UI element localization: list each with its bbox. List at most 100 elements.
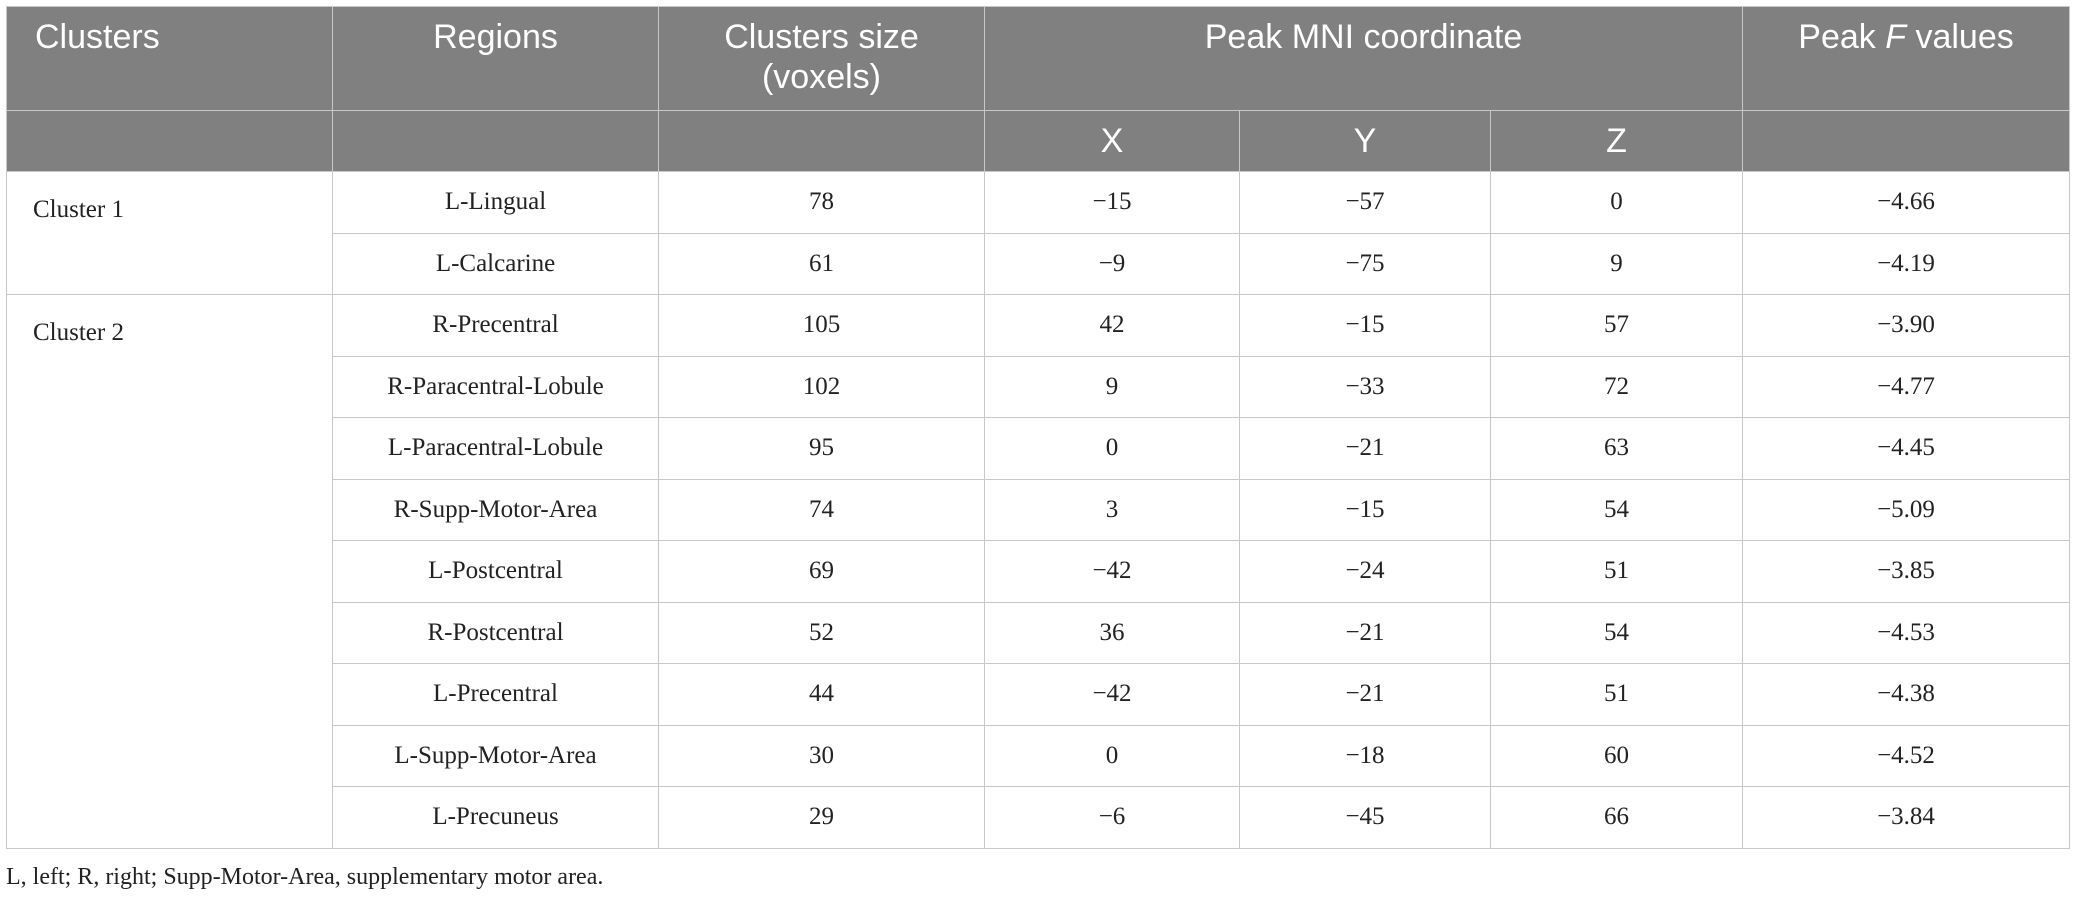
cell-z: 72 [1489, 356, 1744, 418]
cell-y: −15 [1239, 294, 1491, 357]
cell-peak-f: −4.38 [1742, 663, 2071, 726]
header-blank-3 [658, 110, 985, 172]
header-z: Z [1489, 110, 1744, 172]
cell-peak-f: −3.90 [1742, 294, 2071, 357]
cell-peak-f: −4.66 [1742, 171, 2071, 234]
cell-x: −15 [984, 171, 1240, 234]
cell-y: −15 [1239, 479, 1491, 541]
cell-cluster-size: 52 [658, 602, 985, 664]
header-blank-2 [332, 110, 659, 172]
cell-region: L-Paracentral-Lobule [332, 417, 659, 480]
header-blank-7 [1742, 110, 2071, 172]
cell-x: 36 [984, 602, 1240, 664]
cell-cluster-size: 74 [658, 479, 985, 541]
cell-peak-f: −4.77 [1742, 356, 2071, 418]
header-cluster-size: Clusters size (voxels) [658, 6, 985, 111]
table-row: Cluster 1 L-Lingual 78 −15 −57 0 −4.66 [6, 171, 2071, 295]
cell-z: 66 [1489, 786, 1744, 849]
cell-region: R-Paracentral-Lobule [332, 356, 659, 418]
cell-x: −42 [984, 540, 1240, 603]
header-peak-f-italic: F [1885, 18, 1907, 56]
cell-z: 57 [1489, 294, 1744, 357]
header-row-1: Clusters Regions Clusters size (voxels) … [6, 6, 2071, 111]
cell-peak-f: −4.52 [1742, 725, 2071, 787]
table-row: R-Supp-Motor-Area 74 3 −15 54 −5.09 [7, 479, 2071, 541]
cell-peak-f: −5.09 [1742, 479, 2071, 541]
table-header: Clusters Regions Clusters size (voxels) … [6, 6, 2071, 172]
cell-region: L-Calcarine [332, 233, 659, 295]
cluster-label: Cluster 2 [6, 294, 333, 849]
cell-cluster-size: 102 [658, 356, 985, 418]
table-row: L-Postcentral 69 −42 −24 51 −3.85 [7, 540, 2071, 603]
cell-z: 54 [1489, 602, 1744, 664]
header-clusters: Clusters [6, 6, 333, 111]
cell-x: −6 [984, 786, 1240, 849]
cell-region: R-Postcentral [332, 602, 659, 664]
cell-x: 42 [984, 294, 1240, 357]
header-cluster-size-line1: Clusters size [724, 18, 919, 56]
cell-z: 63 [1489, 417, 1744, 480]
cell-region: R-Precentral [332, 294, 659, 357]
cell-cluster-size: 105 [658, 294, 985, 357]
header-peak-f-suffix: values [1906, 18, 2014, 56]
cell-y: −75 [1239, 233, 1491, 295]
cell-y: −24 [1239, 540, 1491, 603]
cell-region: R-Supp-Motor-Area [332, 479, 659, 541]
cluster-label: Cluster 1 [6, 171, 333, 295]
cell-peak-f: −3.85 [1742, 540, 2071, 603]
cell-peak-f: −4.45 [1742, 417, 2071, 480]
table-row: R-Paracentral-Lobule 102 9 −33 72 −4.77 [7, 356, 2071, 418]
cell-z: 60 [1489, 725, 1744, 787]
header-x: X [984, 110, 1240, 172]
results-table: Clusters Regions Clusters size (voxels) … [6, 6, 2071, 849]
cell-y: −45 [1239, 786, 1491, 849]
cell-cluster-size: 30 [658, 725, 985, 787]
cell-y: −18 [1239, 725, 1491, 787]
cell-x: −42 [984, 663, 1240, 726]
header-y: Y [1239, 110, 1491, 172]
header-cluster-size-line2: (voxels) [761, 58, 882, 96]
cell-y: −57 [1239, 171, 1491, 234]
header-peak-f-prefix: Peak [1798, 18, 1886, 56]
table-footnote: L, left; R, right; Supp-Motor-Area, supp… [6, 864, 604, 890]
header-blank-1 [6, 110, 333, 172]
cell-z: 51 [1489, 540, 1744, 603]
cell-peak-f: −4.53 [1742, 602, 2071, 664]
cell-cluster-size: 69 [658, 540, 985, 603]
table-row: R-Postcentral 52 36 −21 54 −4.53 [7, 602, 2071, 664]
cell-region: L-Postcentral [332, 540, 659, 603]
cell-region: L-Supp-Motor-Area [332, 725, 659, 787]
cell-y: −21 [1239, 663, 1491, 726]
cell-cluster-size: 61 [658, 233, 985, 295]
cell-region: L-Precuneus [332, 786, 659, 849]
cell-x: 3 [984, 479, 1240, 541]
cell-z: 51 [1489, 663, 1744, 726]
header-regions: Regions [332, 6, 659, 111]
cell-x: 0 [984, 417, 1240, 480]
table-row: Cluster 2 R-Precentral 105 42 −15 57 −3.90 [6, 294, 2071, 849]
cell-z: 0 [1489, 171, 1744, 234]
cell-z: 54 [1489, 479, 1744, 541]
cell-peak-f: −4.19 [1742, 233, 2071, 295]
cell-x: 0 [984, 725, 1240, 787]
cell-peak-f: −3.84 [1742, 786, 2071, 849]
cell-cluster-size: 29 [658, 786, 985, 849]
cell-region: L-Lingual [332, 171, 659, 234]
cell-y: −21 [1239, 602, 1491, 664]
cell-cluster-size: 44 [658, 663, 985, 726]
header-peak-f: Peak F values [1742, 6, 2071, 111]
cell-y: −33 [1239, 356, 1491, 418]
header-row-2: X Y Z [6, 110, 2071, 172]
cell-y: −21 [1239, 417, 1491, 480]
table-row: L-Precuneus 29 −6 −45 66 −3.84 [7, 786, 2071, 849]
cell-cluster-size: 95 [658, 417, 985, 480]
table-row: L-Precentral 44 −42 −21 51 −4.38 [7, 663, 2071, 726]
table-row: L-Supp-Motor-Area 30 0 −18 60 −4.52 [7, 725, 2071, 787]
table-body: Cluster 1 L-Lingual 78 −15 −57 0 −4.66 L-Calcar… [6, 171, 2071, 849]
cell-region: L-Precentral [332, 663, 659, 726]
table-row: L-Paracentral-Lobule 95 0 −21 63 −4.45 [7, 417, 2071, 480]
cell-z: 9 [1489, 233, 1744, 295]
table-row: L-Calcarine 61 −9 −75 9 −4.19 [7, 233, 2071, 295]
cell-x: 9 [984, 356, 1240, 418]
cell-x: −9 [984, 233, 1240, 295]
